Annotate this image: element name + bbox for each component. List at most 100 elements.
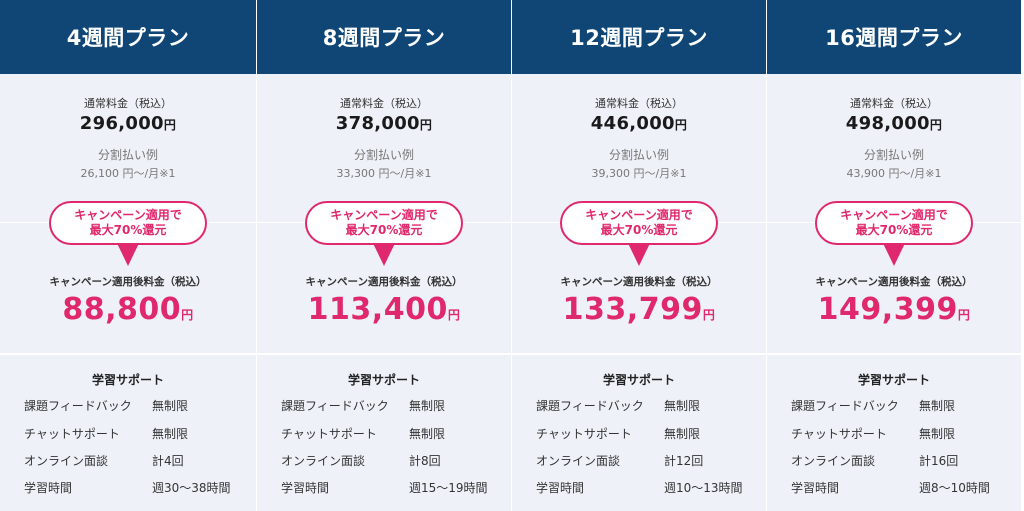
installment-example: 33,300 円〜/月※1: [336, 167, 432, 180]
support-section: 学習サポート 課題フィードバック 無制限 チャットサポート 無制限 オンライン面談 計…: [767, 355, 1021, 511]
campaign-badge-line2: 最大70%還元: [89, 223, 167, 237]
yen-unit: 円: [929, 118, 943, 132]
installment-label: 分割払い例: [97, 148, 158, 162]
support-title: 学習サポート: [347, 373, 420, 387]
installment-label: 分割払い例: [353, 148, 414, 162]
campaign-badge-line2: 最大70%還元: [855, 223, 933, 237]
section-separator: [767, 353, 1021, 355]
support-value: 週15〜19時間: [409, 481, 488, 495]
installment-example: 39,300 円〜/月※1: [591, 167, 687, 180]
price-section: 通常料金（税込） 378,000円 分割払い例 33,300 円〜/月※1 キャ…: [257, 74, 511, 353]
campaign-badge-line1: キャンペーン適用で: [840, 208, 948, 222]
support-label: チャットサポート: [791, 427, 887, 441]
support-label: オンライン面談: [791, 454, 876, 468]
campaign-price-value: 113,400: [307, 292, 448, 327]
installment-example: 26,100 円〜/月※1: [80, 167, 176, 180]
plan-card: 8週間プラン 通常料金（税込） 378,000円 分割払い例 33,300 円〜…: [257, 0, 511, 511]
support-value: 計4回: [152, 454, 184, 468]
support-row: チャットサポート 無制限: [791, 425, 1021, 442]
support-row: オンライン面談 計16回: [791, 452, 1021, 469]
campaign-badge-line1: キャンペーン適用で: [330, 208, 438, 222]
support-section: 学習サポート 課題フィードバック 無制限 チャットサポート 無制限 オンライン面談 計…: [0, 355, 256, 511]
support-section: 学習サポート 課題フィードバック 無制限 チャットサポート 無制限 オンライン面談計…: [257, 355, 511, 511]
price-section: 通常料金（税込） 296,000円 分割払い例 26,100 円〜/月※1 キャ…: [0, 74, 256, 353]
regular-price-value: 446,000: [590, 113, 675, 134]
regular-price-label: 通常料金（税込）: [84, 97, 172, 110]
support-value: 無制限: [664, 399, 701, 413]
regular-price: 296,000円: [0, 113, 256, 134]
installment-label: 分割払い例: [863, 148, 924, 162]
campaign-badge: キャンペーン適用で 最大70%還元: [809, 194, 979, 268]
support-label: 学習時間: [281, 481, 330, 495]
support-value: 無制限: [409, 399, 446, 413]
support-row: オンライン面談 計4回: [24, 452, 256, 469]
support-label: チャットサポート: [536, 427, 632, 441]
price-section: 通常料金（税込） 498,000円 分割払い例 43,900 円〜/月※1 キャ…: [767, 74, 1021, 353]
support-value: 無制限: [919, 399, 956, 413]
price-section: 通常料金（税込） 446,000円 分割払い例 39,300 円〜/月※1 キャ…: [512, 74, 766, 353]
support-row: 課題フィードバック 無制限: [24, 397, 256, 414]
support-label: 学習時間: [24, 481, 73, 495]
support-title: 学習サポート: [91, 373, 164, 387]
campaign-badge: キャンペーン適用で 最大70%還元: [554, 194, 724, 268]
campaign-price-value: 133,799: [562, 292, 703, 327]
campaign-price: 88,800円: [0, 292, 256, 327]
support-row: チャットサポート 無制限: [536, 425, 766, 442]
section-separator: [257, 353, 511, 355]
support-label: 課題フィードバック: [536, 399, 644, 413]
campaign-price-value: 149,399: [817, 292, 958, 327]
support-label: オンライン面談: [536, 454, 621, 468]
support-label: オンライン面談: [281, 454, 366, 468]
support-value: 週10〜13時間: [664, 481, 743, 495]
support-value: 無制限: [919, 427, 956, 441]
campaign-badge: キャンペーン適用で 最大70%還元: [299, 194, 469, 268]
support-row: 課題フィードバック 無制限: [791, 397, 1021, 414]
support-title: 学習サポート: [857, 373, 930, 387]
support-label: チャットサポート: [281, 427, 377, 441]
yen-unit: 円: [163, 118, 177, 132]
plan-title: 4週間プラン: [0, 0, 256, 74]
installment-label: 分割払い例: [608, 148, 669, 162]
campaign-price: 133,799円: [512, 292, 766, 327]
support-value: 無制限: [152, 427, 189, 441]
yen-unit: 円: [674, 118, 688, 132]
campaign-badge: キャンペーン適用で 最大70%還元: [43, 194, 213, 268]
regular-price-label: 通常料金（税込）: [340, 97, 428, 110]
support-value: 無制限: [664, 427, 701, 441]
campaign-price-value: 88,800: [62, 292, 182, 327]
section-separator: [512, 353, 766, 355]
yen-unit: 円: [419, 118, 433, 132]
support-value: 週30〜38時間: [152, 481, 231, 495]
support-value: 無制限: [409, 427, 446, 441]
support-label: 学習時間: [791, 481, 840, 495]
campaign-price: 149,399円: [767, 292, 1021, 327]
support-label: 学習時間: [536, 481, 585, 495]
support-row: 課題フィードバック 無制限: [536, 397, 766, 414]
campaign-badge-line2: 最大70%還元: [345, 223, 423, 237]
plan-card: 4週間プラン 通常料金（税込） 296,000円 分割払い例 26,100 円〜…: [0, 0, 256, 511]
plan-title: 8週間プラン: [257, 0, 511, 74]
support-row: オンライン面談 計12回: [536, 452, 766, 469]
support-label: オンライン面談: [24, 454, 109, 468]
campaign-badge-pill: キャンペーン適用で 最大70%還元: [305, 201, 463, 245]
campaign-badge-pill: キャンペーン適用で 最大70%還元: [815, 201, 973, 245]
regular-price: 446,000円: [512, 113, 766, 134]
regular-price: 378,000円: [257, 113, 511, 134]
campaign-badge-pill: キャンペーン適用で 最大70%還元: [49, 201, 207, 245]
support-value: 週8〜10時間: [919, 481, 990, 495]
support-value: 計12回: [664, 454, 704, 468]
plan-title: 12週間プラン: [512, 0, 766, 74]
support-row: チャットサポート 無制限: [24, 425, 256, 442]
campaign-price-label: キャンペーン適用後料金（税込）: [815, 276, 973, 288]
regular-price-value: 296,000: [79, 113, 164, 134]
regular-price-value: 498,000: [845, 113, 930, 134]
plan-card: 16週間プラン 通常料金（税込） 498,000円 分割払い例 43,900 円…: [767, 0, 1021, 511]
regular-price-value: 378,000: [335, 113, 420, 134]
campaign-price-label: キャンペーン適用後料金（税込）: [560, 276, 718, 288]
regular-price-label: 通常料金（税込）: [595, 97, 683, 110]
support-label: 課題フィードバック: [281, 399, 389, 413]
yen-unit: 円: [447, 308, 461, 322]
campaign-badge-pill: キャンペーン適用で 最大70%還元: [560, 201, 718, 245]
support-value: 計16回: [919, 454, 959, 468]
installment-example: 43,900 円〜/月※1: [846, 167, 942, 180]
